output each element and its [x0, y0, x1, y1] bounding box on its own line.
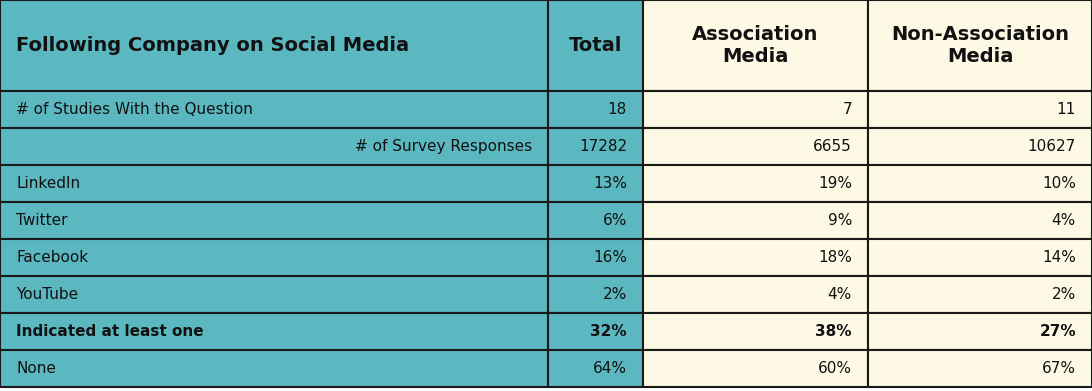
Text: 10627: 10627 [1028, 139, 1076, 154]
Text: 11: 11 [1057, 102, 1076, 117]
Text: 13%: 13% [593, 176, 627, 191]
Text: 4%: 4% [828, 287, 852, 302]
Text: # of Studies With the Question: # of Studies With the Question [16, 102, 253, 117]
Text: 7: 7 [842, 102, 852, 117]
Bar [868, 202, 1092, 239]
Text: LinkedIn: LinkedIn [16, 176, 80, 191]
Bar [548, 350, 643, 387]
Text: 38%: 38% [816, 324, 852, 339]
Text: Non-Association
Media: Non-Association Media [891, 25, 1069, 66]
Text: 60%: 60% [818, 361, 852, 376]
Text: 18: 18 [608, 102, 627, 117]
Text: Twitter: Twitter [16, 213, 68, 228]
Bar [548, 128, 643, 165]
Bar [643, 165, 868, 202]
Text: Association
Media: Association Media [692, 25, 819, 66]
Text: # of Survey Responses: # of Survey Responses [355, 139, 532, 154]
Bar [0, 91, 548, 128]
Bar [868, 350, 1092, 387]
Text: 4%: 4% [1052, 213, 1076, 228]
Bar [0, 165, 548, 202]
Bar [868, 0, 1092, 91]
Bar [0, 239, 548, 276]
Bar [0, 313, 548, 350]
Bar [0, 202, 548, 239]
Bar [548, 239, 643, 276]
Bar [548, 202, 643, 239]
Text: 19%: 19% [818, 176, 852, 191]
Bar [643, 91, 868, 128]
Bar [868, 313, 1092, 350]
Bar [643, 202, 868, 239]
Text: 67%: 67% [1042, 361, 1076, 376]
Bar [0, 0, 548, 91]
Text: 32%: 32% [591, 324, 627, 339]
Text: 27%: 27% [1040, 324, 1076, 339]
Bar [643, 239, 868, 276]
Bar [548, 165, 643, 202]
Bar [868, 128, 1092, 165]
Bar [0, 276, 548, 313]
Bar [868, 165, 1092, 202]
Text: 6655: 6655 [814, 139, 852, 154]
Bar [643, 276, 868, 313]
Bar [868, 276, 1092, 313]
Bar [868, 239, 1092, 276]
Text: 2%: 2% [1052, 287, 1076, 302]
Text: 17282: 17282 [579, 139, 627, 154]
Text: Indicated at least one: Indicated at least one [16, 324, 203, 339]
Text: Total: Total [569, 36, 622, 55]
Bar [0, 350, 548, 387]
Text: Facebook: Facebook [16, 250, 88, 265]
Bar [548, 0, 643, 91]
Text: Following Company on Social Media: Following Company on Social Media [16, 36, 410, 55]
Text: 16%: 16% [593, 250, 627, 265]
Bar [643, 0, 868, 91]
Text: 14%: 14% [1042, 250, 1076, 265]
Bar [643, 350, 868, 387]
Bar [643, 128, 868, 165]
Text: 18%: 18% [818, 250, 852, 265]
Bar [643, 313, 868, 350]
Text: 64%: 64% [593, 361, 627, 376]
Bar [0, 128, 548, 165]
Text: 6%: 6% [603, 213, 627, 228]
Bar [868, 91, 1092, 128]
Text: YouTube: YouTube [16, 287, 79, 302]
Bar [548, 313, 643, 350]
Text: 9%: 9% [828, 213, 852, 228]
Text: None: None [16, 361, 56, 376]
Bar [548, 91, 643, 128]
Bar [548, 276, 643, 313]
Text: 2%: 2% [603, 287, 627, 302]
Text: 10%: 10% [1042, 176, 1076, 191]
